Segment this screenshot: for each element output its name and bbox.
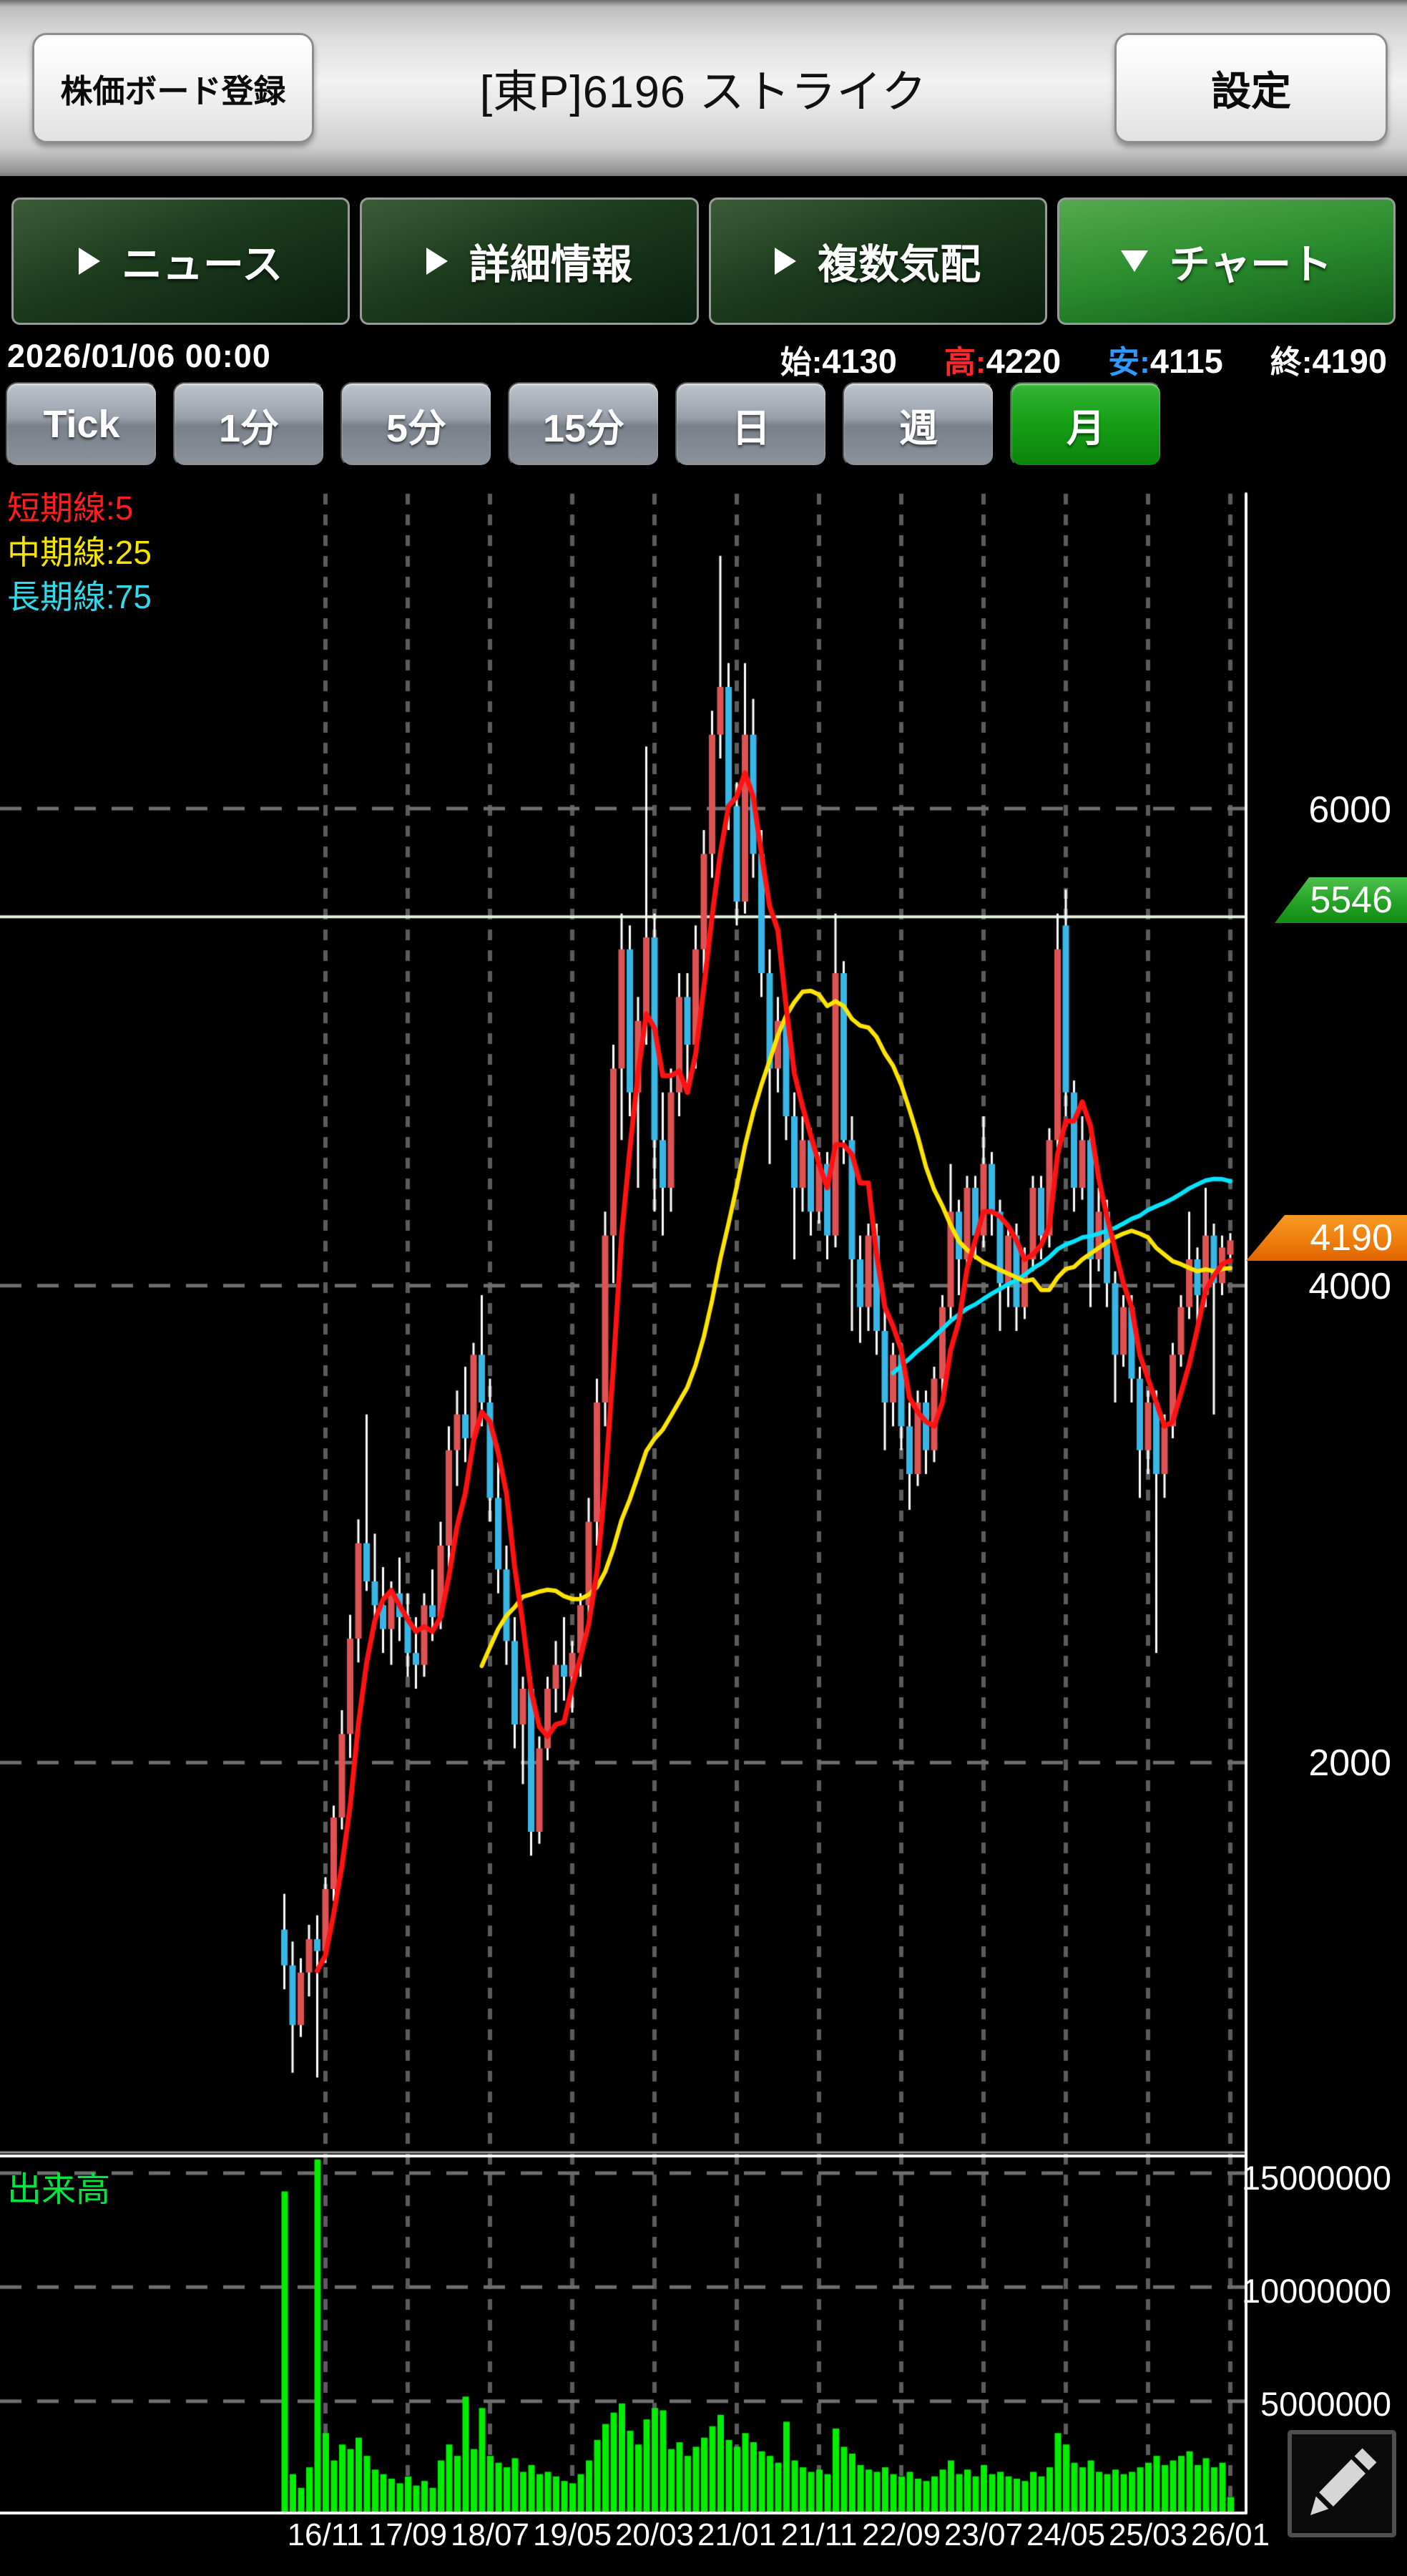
- price-axis-label: 4000: [1308, 1266, 1391, 1307]
- pencil-icon: [1310, 2448, 1377, 2515]
- x-axis-label: 18/07: [450, 2517, 530, 2552]
- x-axis-label: 22/09: [861, 2517, 941, 2552]
- volume-title: 出来高: [7, 2171, 111, 2209]
- x-axis-label: 21/11: [780, 2517, 858, 2552]
- volume-axis-label: 15000000: [1241, 2159, 1391, 2197]
- x-axis-label: 20/03: [614, 2517, 695, 2552]
- x-axis-label: 26/01: [1190, 2517, 1270, 2552]
- edit-chart-button[interactable]: [1288, 2430, 1396, 2537]
- x-axis-label: 21/01: [697, 2517, 777, 2552]
- legend-short-ma: 短期線:5: [7, 489, 134, 527]
- x-axis-label: 19/05: [532, 2517, 612, 2552]
- high-price-badge: 5546: [1275, 877, 1407, 923]
- legend-mid-ma: 中期線:25: [7, 534, 152, 571]
- price-axis-label: 2000: [1308, 1742, 1391, 1784]
- volume-axis-label: 10000000: [1241, 2272, 1391, 2310]
- x-axis: 16/11 17/09 18/07 19/05 20/03 21/01 21/11 22/09…: [0, 2517, 1407, 2560]
- volume-axis-label: 5000000: [1260, 2385, 1391, 2423]
- x-axis-label: 16/11: [287, 2517, 364, 2552]
- price-axis-label: 6000: [1308, 789, 1391, 831]
- x-axis-label: 23/07: [943, 2517, 1024, 2552]
- legend-long-ma: 長期線:75: [7, 578, 152, 615]
- x-axis-label: 17/09: [368, 2517, 448, 2552]
- x-axis-label: 24/05: [1026, 2517, 1106, 2552]
- x-axis-label: 25/03: [1108, 2517, 1188, 2552]
